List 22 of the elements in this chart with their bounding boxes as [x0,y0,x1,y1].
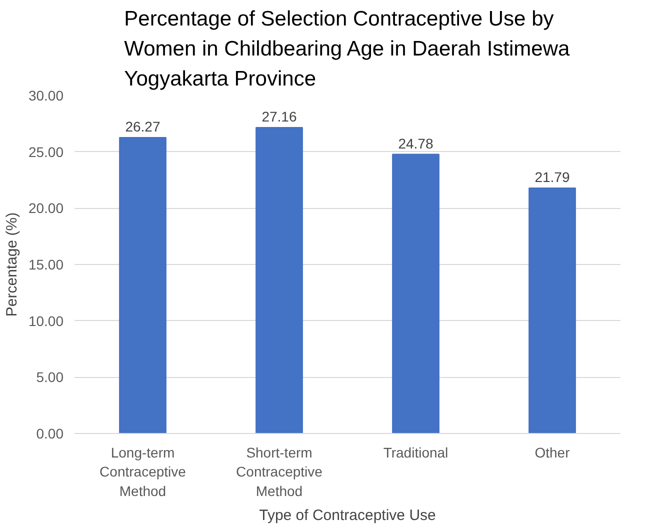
y-tick-label: 20.00 [28,200,64,216]
data-label: 26.27 [125,118,160,135]
x-axis-title: Type of Contraceptive Use [259,506,436,524]
y-tick-label: 5.00 [36,369,64,386]
x-tick-label: Other [534,444,570,460]
y-tick-label: 0.00 [36,426,64,442]
bar [119,137,166,434]
y-tick-label: 30.00 [28,88,64,104]
x-tick-label: Short-term Contraceptive Method [236,444,323,499]
x-tick-label: Traditional [383,444,448,460]
y-tick-label: 25.00 [28,144,64,160]
data-label: 27.16 [262,108,297,124]
bar [392,154,440,434]
chart-title: Percentage of Selection Contraceptive Use by Women in Childbearing Age in Daerah Istimewa Yogyakarta Province [124,8,570,90]
x-tick-label: Long-term Contraceptive Method [100,444,186,499]
y-tick-label: 15.00 [28,256,64,272]
data-label: 24.78 [398,135,434,152]
bar [528,188,576,434]
y-axis-title: Percentage (%) [3,212,20,317]
bar [256,126,303,434]
y-tick-label: 10.00 [28,312,64,329]
data-label: 21.79 [534,169,570,185]
